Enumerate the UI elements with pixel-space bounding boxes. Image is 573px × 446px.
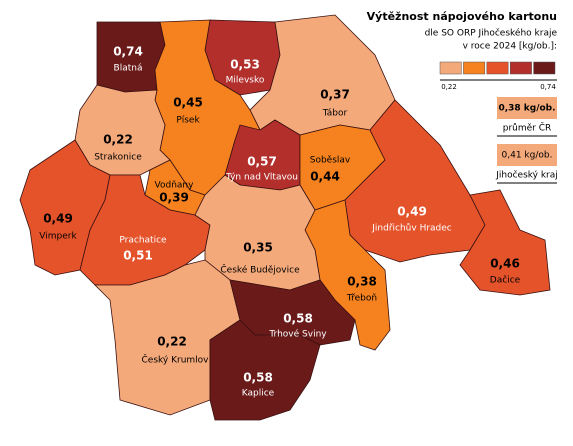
subtitle: v roce 2024 [kg/ob.]:: [463, 42, 557, 52]
region-name: Dačice: [490, 275, 521, 286]
region-value: 0,49: [43, 212, 73, 226]
legend-swatch: [439, 61, 462, 75]
legend-swatch: [533, 61, 556, 75]
region-value: 0,46: [490, 257, 520, 271]
title: Výtěžnost nápojového kartonu: [367, 10, 557, 23]
region-value: 0,57: [247, 155, 277, 169]
region-value: 0,58: [283, 312, 313, 326]
region-value: 0,58: [243, 371, 273, 385]
region-name: České Budějovice: [220, 264, 300, 276]
region-name: Strakonice: [94, 153, 142, 163]
reference-name: průměr ČR: [503, 122, 552, 134]
region-name: Třeboň: [346, 293, 377, 304]
region-value: 0,37: [320, 88, 350, 102]
region-name: Trhové Sviny: [268, 329, 327, 340]
region: [459, 189, 551, 296]
legend-swatch: [463, 61, 486, 75]
region-value: 0,22: [157, 335, 187, 349]
reference-name: Jihočeský kraj: [495, 170, 558, 181]
region: [209, 319, 321, 421]
region-value: 0,74: [113, 45, 143, 59]
region-value: 0,51: [123, 249, 153, 263]
legend-swatch: [509, 61, 532, 75]
region-value: 0,53: [230, 58, 260, 72]
region-value: 0,39: [159, 191, 189, 205]
reference-value: 0,41 kg/ob.: [502, 151, 553, 161]
region-name: Soběslav: [310, 156, 351, 166]
region-value: 0,44: [310, 170, 340, 184]
region-name: Týn nad Vltavou: [225, 173, 298, 183]
region: [344, 99, 486, 263]
region-name: Tábor: [322, 109, 348, 119]
region-name: Milevsko: [226, 76, 265, 86]
region-value: 0,38: [347, 275, 377, 289]
reference-box: [497, 97, 557, 119]
region-name: Písek: [176, 116, 200, 126]
region-name: Blatná: [114, 64, 143, 74]
legend-max: 0,74: [540, 83, 556, 91]
region-name: Vodňany: [155, 180, 195, 191]
region-name: Kaplice: [242, 389, 275, 399]
region-value: 0,45: [173, 96, 203, 110]
reference-box: [497, 144, 557, 166]
region-value: 0,35: [243, 241, 273, 255]
region-name: Jindřichův Hradec: [371, 223, 452, 234]
region-value: 0,49: [397, 205, 427, 219]
legend-min: 0,22: [441, 83, 457, 91]
reference-value: 0,38 kg/ob.: [498, 104, 555, 114]
region-name: Prachatice: [119, 236, 167, 246]
region-name: Vimperk: [39, 232, 77, 242]
legend-swatch: [486, 61, 509, 75]
region-name: Český Krumlov: [142, 354, 210, 366]
region-value: 0,22: [103, 133, 133, 147]
subtitle: dle SO ORP Jihočeského kraje: [425, 28, 558, 39]
